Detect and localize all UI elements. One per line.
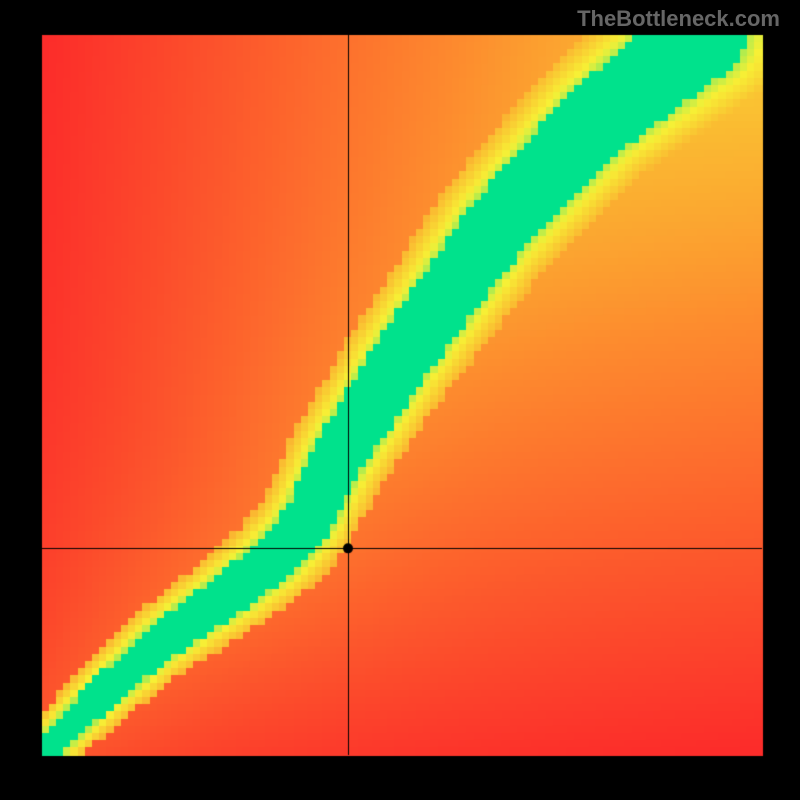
chart-container: TheBottleneck.com: [0, 0, 800, 800]
heatmap-canvas: [0, 0, 800, 800]
watermark-text: TheBottleneck.com: [577, 6, 780, 32]
